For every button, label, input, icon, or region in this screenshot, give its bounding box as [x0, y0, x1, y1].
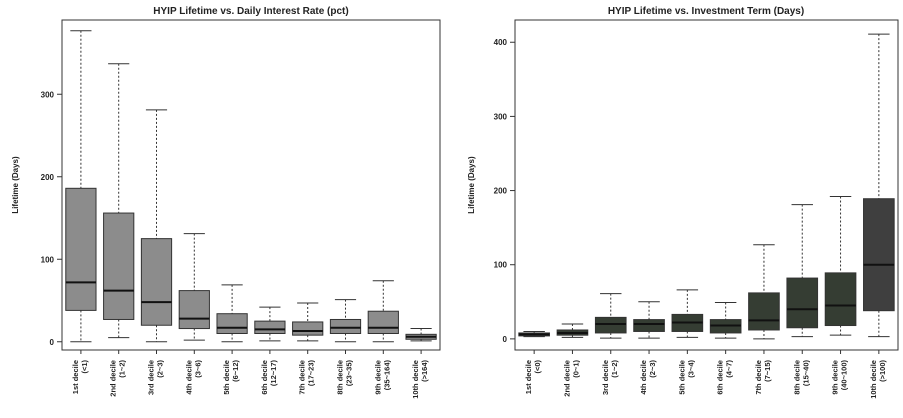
y-tick-label: 200 — [494, 187, 508, 196]
y-tick-label: 0 — [50, 338, 55, 347]
x-tick-sublabel: (1~2) — [610, 359, 619, 377]
x-tick-sublabel: (17~23) — [307, 360, 316, 387]
x-tick-sublabel: (4~7) — [725, 359, 734, 377]
plot-frame — [514, 19, 899, 351]
box — [863, 198, 895, 312]
x-tick-sublabel: (40~100) — [840, 360, 849, 391]
x-tick-label: 5th decile — [677, 360, 686, 395]
box — [103, 212, 135, 320]
x-tick-label: 1st decile — [71, 360, 80, 394]
box — [329, 318, 362, 335]
box — [367, 310, 399, 335]
plot-frame — [61, 19, 441, 351]
x-tick-sublabel: (<0) — [533, 359, 542, 373]
x-tick-sublabel: (>100) — [878, 359, 887, 381]
box — [748, 292, 780, 331]
x-tick-sublabel: (7~15) — [763, 359, 772, 381]
y-tick-label: 0 — [503, 335, 508, 344]
box — [254, 320, 286, 334]
x-tick-label: 4th decile — [184, 360, 193, 395]
x-tick-label: 3rd decile — [601, 360, 610, 395]
box — [786, 277, 819, 329]
x-tick-label: 5th decile — [222, 360, 231, 395]
y-tick-label: 100 — [494, 261, 508, 270]
x-tick-label: 4th decile — [639, 360, 648, 395]
x-tick-sublabel: (15~40) — [801, 360, 810, 387]
x-tick-sublabel: (1~2) — [118, 359, 127, 377]
chart-title: HYIP Lifetime vs. Daily Interest Rate (p… — [153, 6, 348, 17]
x-tick-label: 2nd decile — [562, 360, 571, 397]
y-tick-label: 300 — [494, 112, 508, 121]
y-tick-label: 300 — [41, 90, 55, 99]
x-tick-label: 3rd decile — [147, 360, 156, 395]
x-tick-sublabel: (>164) — [420, 359, 429, 381]
chart-left: HYIP Lifetime vs. Daily Interest Rate (p… — [11, 6, 441, 399]
box — [140, 238, 173, 326]
x-tick-sublabel: (<1) — [80, 359, 89, 373]
x-tick-sublabel: (2~3) — [156, 359, 165, 377]
x-tick-label: 2nd decile — [109, 360, 118, 397]
x-tick-label: 7th decile — [298, 360, 307, 395]
x-tick-sublabel: (35~164) — [382, 360, 391, 391]
x-tick-sublabel: (6~12) — [231, 359, 240, 381]
x-tick-sublabel: (23~35) — [345, 360, 354, 387]
x-tick-label: 10th decile — [869, 360, 878, 399]
y-tick-label: 200 — [41, 173, 55, 182]
box — [824, 272, 857, 327]
x-tick-sublabel: (0~1) — [571, 359, 580, 377]
x-tick-label: 6th decile — [260, 360, 269, 395]
x-tick-label: 6th decile — [716, 360, 725, 395]
chart-title: HYIP Lifetime vs. Investment Term (Days) — [608, 6, 804, 17]
x-tick-label: 9th decile — [373, 360, 382, 395]
x-tick-label: 8th decile — [336, 360, 345, 395]
box — [178, 290, 210, 330]
x-tick-sublabel: (12~17) — [269, 360, 278, 387]
x-tick-label: 1st decile — [524, 360, 533, 394]
x-tick-sublabel: (3~6) — [193, 359, 202, 377]
x-tick-label: 9th decile — [831, 360, 840, 395]
y-tick-label: 100 — [41, 255, 55, 264]
x-tick-label: 8th decile — [792, 360, 801, 395]
y-axis-label: Lifetime (Days) — [467, 156, 476, 214]
chart-right: HYIP Lifetime vs. Investment Term (Days)… — [467, 6, 899, 399]
x-tick-sublabel: (2~3) — [648, 359, 657, 377]
x-tick-label: 10th decile — [411, 360, 420, 399]
x-tick-label: 7th decile — [754, 360, 763, 395]
box — [292, 321, 324, 336]
box — [594, 316, 627, 334]
x-tick-sublabel: (3~4) — [686, 359, 695, 377]
box — [65, 187, 97, 311]
box — [633, 319, 665, 332]
y-tick-label: 400 — [494, 38, 508, 47]
box — [216, 313, 248, 335]
y-axis-label: Lifetime (Days) — [11, 156, 20, 214]
